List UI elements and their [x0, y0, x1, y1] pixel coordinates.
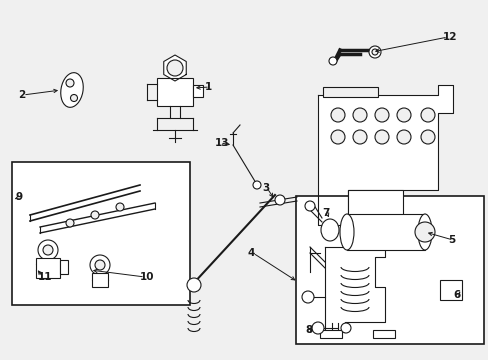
- Bar: [346, 214, 424, 250]
- Circle shape: [66, 219, 74, 227]
- Bar: [372, 330, 394, 338]
- Text: 1: 1: [204, 82, 212, 92]
- Circle shape: [70, 94, 77, 102]
- Polygon shape: [163, 55, 186, 81]
- Text: 4: 4: [247, 248, 255, 258]
- Bar: [439, 280, 461, 300]
- Text: 6: 6: [452, 290, 459, 300]
- Bar: [36, 258, 60, 278]
- Bar: [347, 190, 402, 225]
- Circle shape: [368, 46, 380, 58]
- Circle shape: [396, 108, 410, 122]
- Circle shape: [330, 108, 345, 122]
- Circle shape: [302, 291, 313, 303]
- Circle shape: [374, 130, 388, 144]
- Bar: [323, 87, 377, 97]
- Bar: [92, 273, 108, 287]
- Ellipse shape: [339, 214, 353, 250]
- Bar: [193, 85, 203, 97]
- Bar: [319, 330, 341, 338]
- Text: 8: 8: [305, 325, 312, 335]
- Polygon shape: [317, 85, 452, 225]
- Bar: [157, 78, 193, 106]
- Text: 13: 13: [215, 138, 229, 148]
- Text: 3: 3: [262, 183, 269, 193]
- Text: 5: 5: [447, 235, 454, 245]
- Bar: [60, 260, 68, 274]
- Circle shape: [186, 278, 201, 292]
- Circle shape: [116, 203, 124, 211]
- Ellipse shape: [320, 219, 338, 241]
- Circle shape: [252, 181, 261, 189]
- Text: 7: 7: [321, 208, 329, 218]
- Text: 11: 11: [38, 272, 52, 282]
- Circle shape: [328, 57, 336, 65]
- Circle shape: [95, 260, 105, 270]
- Circle shape: [420, 108, 434, 122]
- Circle shape: [420, 130, 434, 144]
- Text: 9: 9: [15, 192, 22, 202]
- Circle shape: [305, 201, 314, 211]
- Circle shape: [352, 108, 366, 122]
- Polygon shape: [325, 247, 384, 332]
- Circle shape: [274, 195, 285, 205]
- Text: 12: 12: [442, 32, 457, 42]
- Bar: [12, 162, 190, 305]
- Circle shape: [371, 49, 377, 55]
- Circle shape: [396, 130, 410, 144]
- Ellipse shape: [417, 214, 431, 250]
- Text: 10: 10: [140, 272, 154, 282]
- Circle shape: [66, 79, 74, 87]
- Circle shape: [43, 245, 53, 255]
- Circle shape: [91, 211, 99, 219]
- Circle shape: [38, 240, 58, 260]
- Circle shape: [374, 108, 388, 122]
- Circle shape: [330, 130, 345, 144]
- Circle shape: [311, 322, 324, 334]
- Ellipse shape: [61, 73, 83, 107]
- Circle shape: [167, 60, 183, 76]
- Bar: [295, 196, 483, 344]
- Circle shape: [340, 323, 350, 333]
- Circle shape: [414, 222, 434, 242]
- Circle shape: [90, 255, 110, 275]
- Bar: [347, 218, 402, 226]
- Circle shape: [352, 130, 366, 144]
- Text: 2: 2: [18, 90, 25, 100]
